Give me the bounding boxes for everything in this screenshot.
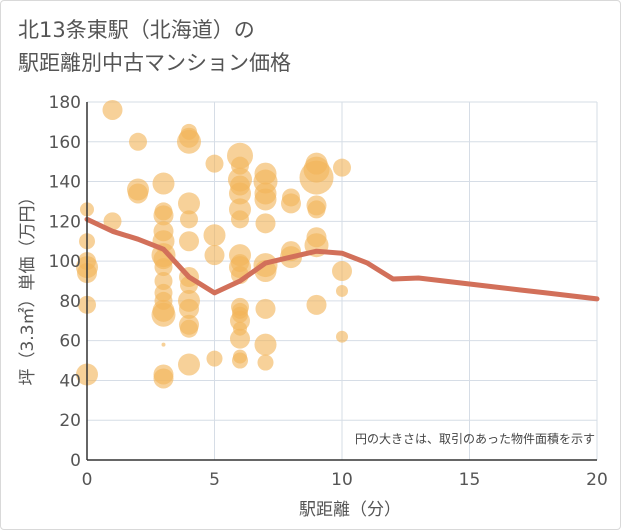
y-tick-label: 20	[59, 411, 81, 431]
average-line	[84, 216, 600, 302]
y-tick-label: 0	[70, 451, 81, 471]
y-tick-label: 160	[49, 133, 81, 153]
y-tick-label: 140	[49, 173, 81, 193]
title-line-1: 北13条東駅（北海道）の	[18, 18, 255, 42]
x-axis-label: 駅距離（分）	[299, 500, 401, 520]
x-tick-label: 10	[331, 470, 353, 490]
x-tick-label: 5	[209, 470, 220, 490]
y-tick-labels: 0 20 40 60 80 100 120 140 160 180	[49, 93, 81, 471]
bubble-point	[257, 354, 274, 371]
bubble-point	[179, 231, 199, 252]
bubble-point	[154, 258, 173, 277]
y-tick-label: 60	[59, 332, 81, 352]
bubble-point	[255, 213, 276, 234]
bubble-point	[332, 261, 352, 282]
y-tick-label: 120	[49, 212, 81, 232]
bubble-point	[161, 342, 166, 347]
bubble-point	[254, 333, 277, 356]
bubble-point	[229, 182, 251, 205]
bubble-point	[179, 298, 199, 319]
bubble-point	[206, 350, 223, 367]
bubble-point	[333, 158, 351, 177]
bubble-point	[129, 132, 147, 151]
bubble-point	[299, 160, 334, 195]
chart-title: 北13条東駅（北海道）の 駅距離別中古マンション価格	[18, 14, 291, 80]
y-tick-label: 40	[59, 371, 81, 391]
bubble-point	[203, 224, 226, 247]
bubble-point	[177, 129, 201, 154]
bubble-point	[103, 212, 122, 231]
bubble-point	[153, 368, 174, 389]
bubble-point	[102, 99, 123, 120]
bubble-point	[204, 245, 225, 266]
bubble-point	[254, 188, 277, 211]
bubble-point	[231, 210, 249, 229]
bubble-point	[205, 154, 224, 173]
bubble-point	[306, 294, 327, 315]
bubble-point	[180, 210, 198, 229]
bubble-point	[153, 205, 174, 226]
y-tick-label: 100	[49, 252, 81, 272]
x-tick-label: 15	[459, 470, 481, 490]
bubble-point	[336, 330, 348, 343]
y-tick-label: 180	[49, 93, 81, 113]
bubble-series	[76, 99, 352, 389]
bubble-point	[232, 352, 248, 369]
bubble-point	[180, 319, 198, 338]
bubble-point	[152, 172, 175, 195]
bubble-point	[336, 284, 348, 297]
bubble-point	[255, 298, 276, 319]
x-tick-label: 0	[82, 470, 93, 490]
axes	[86, 102, 597, 461]
x-tick-label: 20	[586, 470, 608, 490]
x-tick-labels: 0 5 10 15 20	[82, 470, 608, 490]
y-axis-label: 坪（3.3㎡）単価（万円）	[18, 188, 38, 385]
title-line-2: 駅距離別中古マンション価格	[18, 51, 291, 75]
bubble-point	[151, 302, 176, 327]
bubble-point	[128, 183, 148, 204]
y-tick-label: 80	[59, 292, 81, 312]
bubble-point	[230, 328, 250, 349]
bubble-point	[178, 192, 200, 215]
bubble-point	[178, 353, 200, 376]
bubble-point	[307, 200, 326, 219]
bubble-point	[281, 193, 301, 214]
size-note: 円の大きさは、取引のあった物件面積を示す	[355, 431, 595, 446]
